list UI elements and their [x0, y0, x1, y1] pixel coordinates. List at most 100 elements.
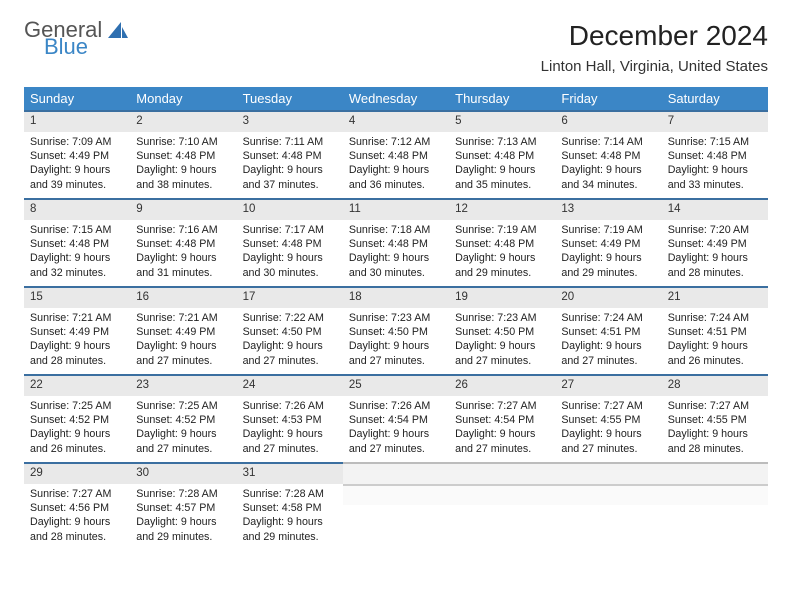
day-day2: and 38 minutes.	[136, 178, 230, 192]
day-cell: 24Sunrise: 7:26 AMSunset: 4:53 PMDayligh…	[237, 374, 343, 462]
dow-tuesday: Tuesday	[237, 87, 343, 110]
day-sunset: Sunset: 4:56 PM	[30, 501, 124, 515]
day-number: 28	[662, 374, 768, 396]
day-sunset: Sunset: 4:49 PM	[668, 237, 762, 251]
day-body: Sunrise: 7:28 AMSunset: 4:58 PMDaylight:…	[237, 484, 343, 547]
day-day1: Daylight: 9 hours	[561, 339, 655, 353]
day-day2: and 27 minutes.	[455, 354, 549, 368]
day-sunset: Sunset: 4:48 PM	[455, 149, 549, 163]
dow-row: Sunday Monday Tuesday Wednesday Thursday…	[24, 87, 768, 110]
day-cell: 20Sunrise: 7:24 AMSunset: 4:51 PMDayligh…	[555, 286, 661, 374]
dow-wednesday: Wednesday	[343, 87, 449, 110]
day-number: 1	[24, 110, 130, 132]
day-day2: and 27 minutes.	[349, 442, 443, 456]
day-number: 29	[24, 462, 130, 484]
day-body: Sunrise: 7:23 AMSunset: 4:50 PMDaylight:…	[343, 308, 449, 371]
day-cell: 19Sunrise: 7:23 AMSunset: 4:50 PMDayligh…	[449, 286, 555, 374]
day-sunset: Sunset: 4:50 PM	[455, 325, 549, 339]
day-day1: Daylight: 9 hours	[30, 515, 124, 529]
day-sunset: Sunset: 4:48 PM	[561, 149, 655, 163]
day-day2: and 31 minutes.	[136, 266, 230, 280]
day-day2: and 30 minutes.	[349, 266, 443, 280]
day-cell: 11Sunrise: 7:18 AMSunset: 4:48 PMDayligh…	[343, 198, 449, 286]
day-day1: Daylight: 9 hours	[30, 163, 124, 177]
day-day1: Daylight: 9 hours	[136, 427, 230, 441]
day-day2: and 37 minutes.	[243, 178, 337, 192]
day-sunrise: Sunrise: 7:09 AM	[30, 135, 124, 149]
day-number: 13	[555, 198, 661, 220]
day-day1: Daylight: 9 hours	[30, 427, 124, 441]
day-sunset: Sunset: 4:55 PM	[561, 413, 655, 427]
day-sunrise: Sunrise: 7:26 AM	[243, 399, 337, 413]
day-number: 20	[555, 286, 661, 308]
dow-thursday: Thursday	[449, 87, 555, 110]
day-day2: and 39 minutes.	[30, 178, 124, 192]
day-sunrise: Sunrise: 7:24 AM	[561, 311, 655, 325]
day-body: Sunrise: 7:09 AMSunset: 4:49 PMDaylight:…	[24, 132, 130, 195]
day-cell: 10Sunrise: 7:17 AMSunset: 4:48 PMDayligh…	[237, 198, 343, 286]
day-number: 18	[343, 286, 449, 308]
day-cell: 23Sunrise: 7:25 AMSunset: 4:52 PMDayligh…	[130, 374, 236, 462]
day-cell	[449, 462, 555, 550]
day-body: Sunrise: 7:15 AMSunset: 4:48 PMDaylight:…	[662, 132, 768, 195]
day-number: 23	[130, 374, 236, 396]
day-day2: and 30 minutes.	[243, 266, 337, 280]
day-number: 6	[555, 110, 661, 132]
day-day1: Daylight: 9 hours	[243, 339, 337, 353]
day-sunrise: Sunrise: 7:17 AM	[243, 223, 337, 237]
day-sunset: Sunset: 4:48 PM	[136, 149, 230, 163]
day-sunrise: Sunrise: 7:28 AM	[136, 487, 230, 501]
day-day1: Daylight: 9 hours	[668, 427, 762, 441]
day-number: 12	[449, 198, 555, 220]
day-day2: and 29 minutes.	[561, 266, 655, 280]
week-row: 8Sunrise: 7:15 AMSunset: 4:48 PMDaylight…	[24, 198, 768, 286]
day-body: Sunrise: 7:16 AMSunset: 4:48 PMDaylight:…	[130, 220, 236, 283]
day-sunrise: Sunrise: 7:12 AM	[349, 135, 443, 149]
month-title: December 2024	[541, 20, 768, 52]
day-day2: and 26 minutes.	[668, 354, 762, 368]
day-number: 10	[237, 198, 343, 220]
day-body: Sunrise: 7:25 AMSunset: 4:52 PMDaylight:…	[130, 396, 236, 459]
day-cell	[662, 462, 768, 550]
day-sunrise: Sunrise: 7:27 AM	[668, 399, 762, 413]
day-sunrise: Sunrise: 7:27 AM	[561, 399, 655, 413]
day-number: 31	[237, 462, 343, 484]
day-day2: and 28 minutes.	[668, 266, 762, 280]
day-number: 16	[130, 286, 236, 308]
day-cell: 7Sunrise: 7:15 AMSunset: 4:48 PMDaylight…	[662, 110, 768, 198]
day-day1: Daylight: 9 hours	[561, 427, 655, 441]
day-day1: Daylight: 9 hours	[243, 163, 337, 177]
day-sunset: Sunset: 4:49 PM	[136, 325, 230, 339]
day-cell	[343, 462, 449, 550]
day-body: Sunrise: 7:21 AMSunset: 4:49 PMDaylight:…	[130, 308, 236, 371]
day-sunset: Sunset: 4:48 PM	[243, 149, 337, 163]
day-cell	[555, 462, 661, 550]
header: General Blue December 2024 Linton Hall, …	[24, 20, 768, 75]
day-day2: and 27 minutes.	[243, 442, 337, 456]
day-cell: 12Sunrise: 7:19 AMSunset: 4:48 PMDayligh…	[449, 198, 555, 286]
day-day1: Daylight: 9 hours	[455, 251, 549, 265]
day-day2: and 26 minutes.	[30, 442, 124, 456]
day-day1: Daylight: 9 hours	[668, 251, 762, 265]
day-cell: 31Sunrise: 7:28 AMSunset: 4:58 PMDayligh…	[237, 462, 343, 550]
day-cell: 28Sunrise: 7:27 AMSunset: 4:55 PMDayligh…	[662, 374, 768, 462]
day-sunset: Sunset: 4:54 PM	[455, 413, 549, 427]
day-body: Sunrise: 7:21 AMSunset: 4:49 PMDaylight:…	[24, 308, 130, 371]
day-day2: and 29 minutes.	[455, 266, 549, 280]
day-day1: Daylight: 9 hours	[455, 163, 549, 177]
day-sunset: Sunset: 4:49 PM	[561, 237, 655, 251]
day-cell: 5Sunrise: 7:13 AMSunset: 4:48 PMDaylight…	[449, 110, 555, 198]
day-sunrise: Sunrise: 7:11 AM	[243, 135, 337, 149]
day-sunrise: Sunrise: 7:21 AM	[30, 311, 124, 325]
day-cell: 26Sunrise: 7:27 AMSunset: 4:54 PMDayligh…	[449, 374, 555, 462]
day-sunset: Sunset: 4:58 PM	[243, 501, 337, 515]
day-sunrise: Sunrise: 7:27 AM	[30, 487, 124, 501]
day-body: Sunrise: 7:25 AMSunset: 4:52 PMDaylight:…	[24, 396, 130, 459]
day-body: Sunrise: 7:12 AMSunset: 4:48 PMDaylight:…	[343, 132, 449, 195]
day-day2: and 28 minutes.	[30, 530, 124, 544]
day-body: Sunrise: 7:14 AMSunset: 4:48 PMDaylight:…	[555, 132, 661, 195]
day-number: 3	[237, 110, 343, 132]
day-day1: Daylight: 9 hours	[668, 339, 762, 353]
week-row: 29 Sunrise: 7:27 AMSunset: 4:56 PMDayligh…	[24, 462, 768, 550]
day-sunset: Sunset: 4:48 PM	[349, 237, 443, 251]
